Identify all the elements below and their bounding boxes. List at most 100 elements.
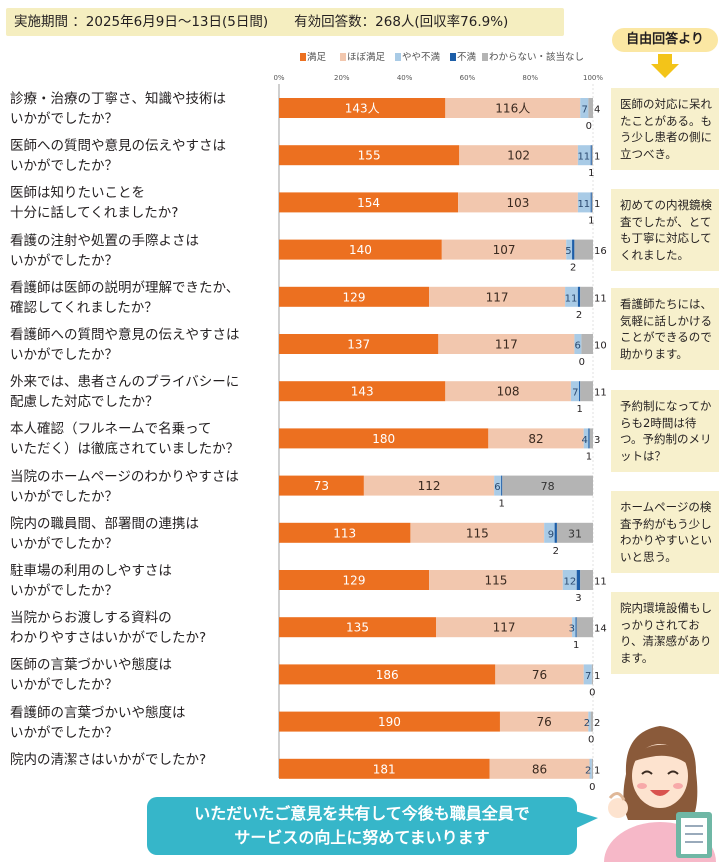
bar-segment-1 [279, 711, 500, 732]
data-label-dissatisfied: 3 [575, 593, 581, 604]
closing-message-line-2: サービスの向上に努めてまいります [234, 828, 490, 847]
bar-segment-4 [577, 286, 581, 307]
bar-segment-2 [363, 475, 495, 496]
question-label-4: 看護の注射や処置の手際よさは いかがでしたか？ [10, 231, 278, 271]
question-label-3: 医師は知りたいことを 十分に話してくれましたか? [10, 183, 278, 223]
data-label-dissatisfied: 2 [570, 263, 576, 274]
question-label-9: 当院のホームページのわかりやすさは いかがでしたか？ [10, 467, 278, 507]
data-label-slightly-dissatisfied: 2 [585, 765, 591, 776]
question-line-2: わかりやすさはいかがでしたか? [10, 630, 207, 647]
data-label-unknown: 1 [594, 765, 600, 776]
question-line-2: いかがでしたか？ [10, 724, 118, 741]
bar-segment-1 [279, 334, 439, 354]
bar-segment-1 [279, 522, 411, 543]
bar-segment-5 [591, 664, 593, 685]
data-label-satisfied: 140 [349, 243, 372, 257]
data-label-satisfied: 143 [351, 385, 374, 399]
question-line-2: いかがでしたか？ [10, 111, 118, 127]
legend-swatch [340, 53, 346, 61]
question-label-15: 院内の清潔さはいかがでしたか? [10, 750, 278, 770]
data-label-mostly-satisfied: 117 [486, 290, 509, 304]
question-label-10: 院内の職員間、部署間の連携は いかがでしたか？ [10, 514, 278, 554]
x-tick-label: 100% [583, 74, 603, 82]
bar-segment-3 [583, 428, 589, 449]
data-label-satisfied: 186 [376, 668, 399, 682]
question-label-14: 看護師の言葉づかいや態度は いかがでしたか？ [10, 703, 278, 743]
bar-segment-3 [494, 475, 502, 496]
legend-item-slightly-dissatisfied: やや不満 [395, 52, 440, 64]
data-label-unknown: 14 [594, 624, 607, 635]
bar-segment-1 [279, 286, 430, 307]
data-label-mostly-satisfied: 86 [532, 762, 547, 776]
comment-card-2: 初めての内視鏡検査でしたが、とても丁寧に対応してくれました。 [611, 189, 719, 271]
question-line-1: 医師の言葉づかいや態度は [10, 657, 172, 674]
comment-card-6: 院内環境設備もしっかりされており、清潔感があります。 [611, 592, 719, 674]
bar-segment-1 [279, 570, 430, 590]
question-line-1: 院内の清潔さはいかがでしたか? [10, 751, 207, 768]
x-tick-label: 40% [397, 74, 413, 82]
bar-segment-1 [279, 617, 436, 638]
data-label-satisfied: 137 [347, 338, 370, 352]
question-line-1: 看護師への質問や意見の伝えやすさは [10, 327, 240, 343]
bar-segment-2 [441, 239, 567, 260]
bar-segment-3 [577, 192, 591, 213]
bar-segment-3 [562, 570, 577, 590]
data-label-dissatisfied: 2 [576, 310, 582, 321]
data-label-satisfied: 135 [346, 621, 369, 635]
data-label-mostly-satisfied: 103 [507, 196, 530, 210]
data-label-mostly-satisfied: 117 [495, 338, 518, 352]
question-line-1: 駐車場の利用のしやすさは [10, 563, 172, 579]
bar-segment-3 [589, 758, 592, 779]
data-label-dissatisfied: 1 [576, 404, 582, 415]
bar-segment-4 [590, 145, 592, 166]
bar-segment-5 [589, 428, 593, 449]
arrow-down-icon [651, 54, 679, 78]
bar-segment-3 [570, 381, 580, 402]
data-label-slightly-dissatisfied: 2 [584, 718, 590, 729]
bar-segment-3 [580, 98, 589, 118]
bar-segment-4 [554, 522, 557, 543]
legend-label: 満足 [307, 52, 327, 63]
bubble-tail [572, 810, 598, 830]
bar-segment-1 [279, 664, 496, 685]
response-count: 有効回答数：268人(回収率76.9%) [294, 14, 509, 30]
bar-segment-2 [429, 286, 566, 307]
bar-segment-5 [591, 145, 593, 166]
bar-segment-3 [544, 522, 555, 543]
data-label-mostly-satisfied: 115 [466, 526, 489, 540]
data-label-dissatisfied: 0 [589, 687, 595, 698]
free-comments-title: 自由回答より [612, 28, 718, 52]
data-label-satisfied: 180 [372, 432, 395, 446]
bar-segment-2 [499, 711, 589, 732]
data-label-mostly-satisfied: 107 [493, 243, 516, 257]
data-label-unknown: 1 [594, 152, 600, 163]
legend-label: ほぼ満足 [347, 52, 386, 63]
data-label-satisfied: 73 [314, 479, 329, 493]
bar-segment-3 [583, 664, 592, 685]
bar-segment-5 [580, 286, 593, 307]
data-label-mostly-satisfied: 82 [528, 432, 543, 446]
data-label-slightly-dissatisfied: 11 [577, 152, 590, 163]
legend-swatch [482, 53, 488, 61]
data-label-unknown: 3 [594, 435, 600, 446]
data-label-unknown: 31 [568, 527, 582, 540]
x-tick-label: 80% [522, 74, 538, 82]
question-label-6: 看護師への質問や意見の伝えやすさは いかがでしたか？ [10, 325, 278, 365]
bar-segment-4 [501, 475, 503, 496]
x-tick-label: 0% [273, 74, 284, 82]
bar-segment-3 [566, 239, 573, 260]
bar-segment-1 [279, 381, 446, 402]
bar-segment-4 [579, 381, 581, 402]
bar-segment-2 [458, 192, 578, 213]
bar-segment-5 [580, 381, 593, 402]
data-label-unknown: 16 [594, 246, 607, 257]
data-label-slightly-dissatisfied: 3 [569, 624, 575, 635]
bar-segment-5 [591, 192, 593, 213]
data-label-dissatisfied: 0 [588, 735, 594, 746]
comment-card-1: 医師の対応に呆れたことがある。もう少し患者の側に立つべき。 [611, 88, 719, 170]
data-label-unknown: 1 [594, 199, 600, 210]
data-label-mostly-satisfied: 115 [484, 574, 507, 588]
data-label-mostly-satisfied: 76 [537, 715, 552, 729]
data-label-dissatisfied: 1 [588, 168, 594, 179]
